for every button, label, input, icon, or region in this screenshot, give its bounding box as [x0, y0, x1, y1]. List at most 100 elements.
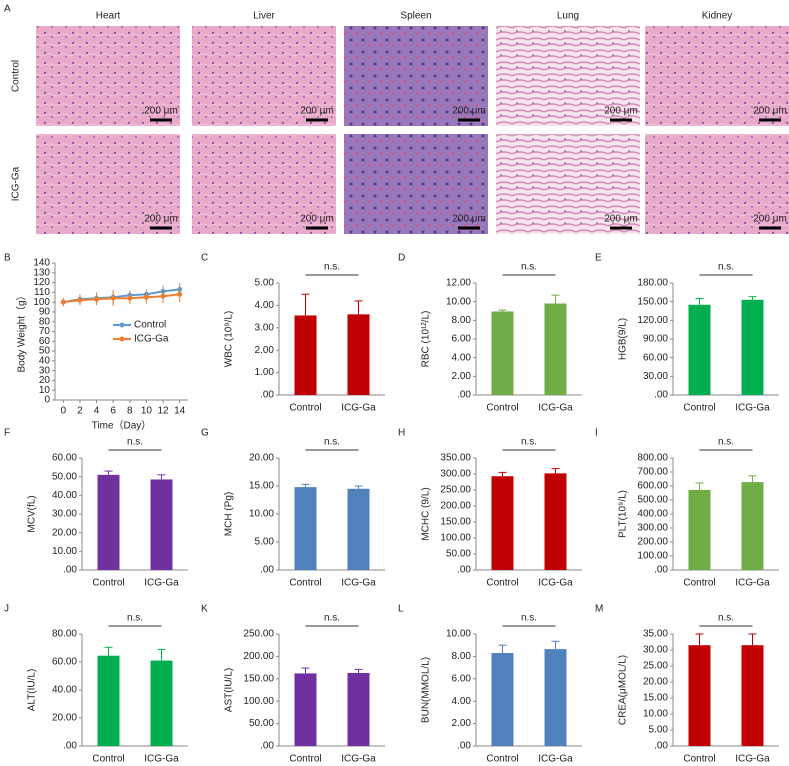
bar	[294, 487, 317, 570]
y-tick-label: 40.00	[52, 685, 77, 696]
bar	[97, 655, 120, 746]
x-tick-label: Control	[92, 578, 124, 589]
y-tick-label: 20.00	[52, 713, 77, 724]
significance-label: n.s.	[127, 437, 143, 448]
y-tick-label: 800.00	[637, 453, 668, 464]
histology-image	[645, 134, 789, 234]
significance-label: n.s.	[521, 262, 537, 273]
bar	[150, 660, 173, 746]
y-tick-label: .00	[260, 390, 274, 401]
bar	[688, 489, 711, 570]
y-tick-label: 8.00	[452, 651, 472, 662]
y-tick-label: 600.00	[637, 481, 668, 492]
panel-label: J	[4, 604, 9, 615]
y-axis-label: PLT(10⁹/L)	[618, 490, 629, 538]
panel-label: F	[4, 428, 10, 439]
y-tick-label: 70	[39, 326, 51, 337]
histology-image	[192, 26, 336, 126]
panel-label: D	[398, 253, 405, 264]
y-tick-label: 60.00	[643, 352, 668, 363]
y-tick-label: 100.00	[637, 551, 668, 562]
x-tick-label: ICG-Ga	[341, 578, 376, 589]
y-tick-label: 50	[39, 346, 51, 357]
y-tick-label: 5.00	[649, 725, 669, 736]
y-tick-label: 4.00	[452, 696, 472, 707]
x-tick-label: 12	[158, 406, 170, 417]
panel-label: I	[595, 428, 598, 439]
column-title: Lung	[557, 11, 579, 22]
y-tick-label: 150.00	[637, 296, 668, 307]
y-tick-label: .00	[457, 565, 471, 576]
scale-bar-label: 200 μm	[753, 106, 787, 117]
y-tick-label: 100	[33, 297, 50, 308]
point	[127, 295, 133, 301]
y-tick-label: 90.00	[643, 334, 668, 345]
panel-label: A	[4, 4, 11, 15]
bar	[347, 314, 370, 395]
y-tick-label: .00	[654, 565, 668, 576]
bar	[688, 304, 711, 395]
panel-label: L	[398, 604, 404, 615]
scale-bar-label: 200 μm	[300, 106, 334, 117]
y-tick-label: 10.00	[446, 629, 471, 640]
scale-bar-label: 200 μm	[604, 214, 638, 225]
y-tick-label: 80	[39, 316, 51, 327]
y-tick-label: 25.00	[643, 661, 668, 672]
y-tick-label: 90	[39, 307, 51, 318]
y-tick-label: 200.00	[440, 501, 471, 512]
y-tick-label: 110	[34, 287, 50, 298]
y-tick-label: 6.00	[452, 334, 472, 345]
y-tick-label: 400.00	[637, 509, 668, 520]
significance-label: n.s.	[127, 613, 143, 624]
x-tick-label: Control	[683, 754, 715, 765]
x-tick-label: ICG-Ga	[144, 578, 179, 589]
y-tick-label: 700.00	[637, 467, 668, 478]
legend-label: Control	[134, 320, 166, 331]
histology-image	[344, 134, 488, 234]
y-axis-label: ALT(IU/L)	[27, 669, 38, 712]
bar	[741, 299, 764, 395]
x-tick-label: Control	[289, 403, 321, 414]
y-tick-label: 120.00	[637, 315, 668, 326]
y-tick-label: 60	[39, 336, 51, 347]
x-tick-label: 10	[141, 406, 153, 417]
y-tick-label: 100.00	[243, 696, 274, 707]
y-tick-label: .00	[260, 565, 274, 576]
significance-label: n.s.	[521, 613, 537, 624]
y-tick-label: 250.00	[440, 485, 471, 496]
scale-bar-label: 200 μm	[452, 214, 486, 225]
x-tick-label: 4	[94, 406, 100, 417]
y-tick-label: 30.00	[643, 645, 668, 656]
scale-bar-label: 200 μm	[604, 106, 638, 117]
bar	[741, 482, 764, 570]
y-tick-label: .00	[457, 741, 471, 752]
point	[77, 297, 83, 303]
significance-label: n.s.	[324, 262, 340, 273]
y-tick-label: 180.00	[637, 278, 668, 289]
y-tick-label: .00	[654, 741, 668, 752]
column-title: Heart	[96, 11, 121, 22]
y-tick-label: 15.00	[249, 481, 274, 492]
y-tick-label: 150.00	[440, 517, 471, 528]
y-tick-label: 300.00	[637, 523, 668, 534]
panel-label: E	[595, 253, 602, 264]
x-tick-label: Control	[486, 403, 518, 414]
y-tick-label: 130	[33, 267, 50, 278]
y-tick-label: 10.00	[643, 709, 668, 720]
y-tick-label: .00	[457, 390, 471, 401]
histology-image	[344, 26, 488, 126]
x-tick-label: Control	[683, 403, 715, 414]
row-label: Control	[11, 60, 22, 92]
y-axis-label: Body Weight（g）	[16, 290, 28, 372]
x-tick-label: ICG-Ga	[735, 754, 770, 765]
y-tick-label: .00	[63, 565, 77, 576]
y-axis-label: MCH (Pg)	[224, 492, 235, 536]
bar	[150, 479, 173, 570]
histology-image	[496, 26, 640, 126]
y-tick-label: 4.00	[255, 300, 275, 311]
histology-image	[645, 26, 789, 126]
y-tick-label: 150.00	[243, 673, 274, 684]
y-tick-label: 2.00	[452, 371, 472, 382]
significance-label: n.s.	[324, 613, 340, 624]
